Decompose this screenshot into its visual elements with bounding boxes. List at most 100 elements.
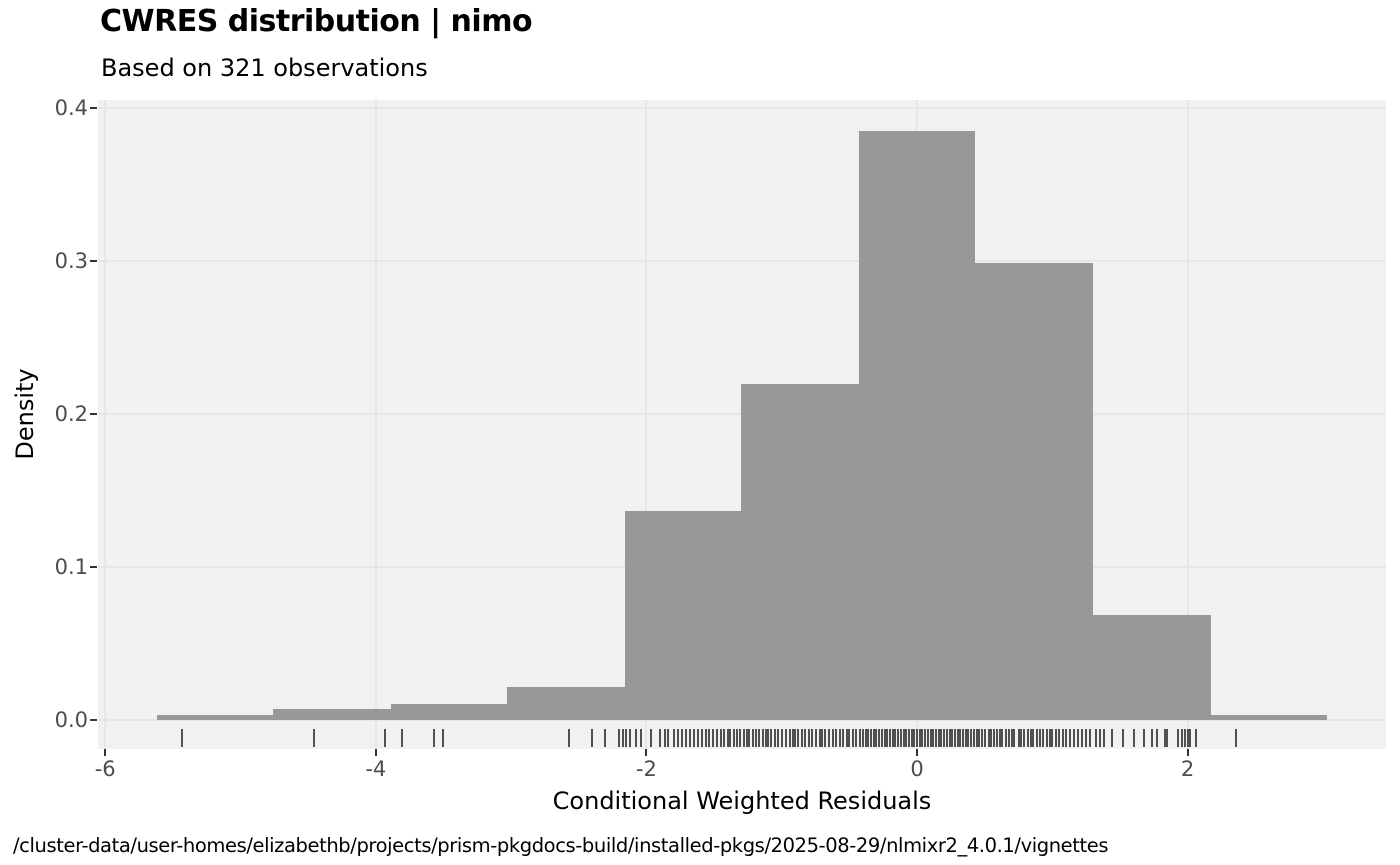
histogram-bar [273, 709, 391, 720]
x-axis-tick-label: -6 [94, 757, 116, 781]
rug-tick [845, 729, 848, 747]
rug-tick [821, 729, 824, 747]
rug-tick [978, 729, 981, 747]
major-gridline-y [98, 719, 1386, 721]
rug-tick [841, 729, 844, 747]
rug-tick [684, 729, 687, 747]
rug-tick [791, 729, 794, 747]
rug-tick [926, 729, 929, 747]
rug-tick [943, 729, 946, 747]
rug-tick [897, 729, 900, 747]
rug-tick [894, 729, 897, 747]
rug-tick [696, 729, 699, 747]
y-axis-tick-label: 0.4 [54, 96, 88, 120]
rug-tick [924, 729, 927, 747]
rug-tick [801, 729, 803, 747]
footer-file-path: /cluster-data/user-homes/elizabethb/proj… [13, 834, 1109, 857]
rug-tick [807, 729, 810, 747]
rug-tick [591, 729, 594, 747]
rug-tick [983, 729, 986, 747]
x-axis-tick-mark [645, 749, 648, 756]
rug-tick [1045, 729, 1048, 747]
rug-tick [951, 729, 954, 747]
rug-tick [967, 729, 970, 747]
y-axis-tick-mark [90, 413, 97, 415]
rug-tick [181, 729, 184, 747]
rug-tick [726, 729, 729, 747]
x-axis-tick-label: 0 [910, 757, 924, 781]
rug-tick [715, 729, 718, 747]
rug-tick [972, 729, 975, 747]
rug-tick [688, 729, 691, 747]
histogram-bar [1092, 615, 1211, 720]
rug-tick [1051, 729, 1054, 747]
x-axis-tick-label: -2 [635, 757, 657, 781]
rug-tick [1081, 729, 1084, 747]
y-axis-tick-mark [90, 260, 97, 262]
rug-tick [886, 729, 889, 747]
major-gridline-x [645, 100, 648, 749]
rug-tick [704, 729, 707, 747]
chart-subtitle: Based on 321 observations [101, 54, 428, 82]
rug-tick [814, 729, 817, 747]
rug-tick [929, 729, 932, 747]
rug-tick [776, 729, 779, 747]
rug-tick [832, 729, 835, 747]
rug-tick [707, 729, 710, 747]
rug-tick [767, 729, 770, 747]
rug-tick [1048, 729, 1051, 747]
rug-tick [1181, 729, 1184, 747]
rug-tick [312, 729, 315, 747]
rug-tick [888, 729, 891, 747]
rug-tick [745, 729, 748, 747]
rug-tick [852, 729, 855, 747]
rug-tick [1039, 729, 1042, 747]
rug-tick [803, 729, 806, 747]
rug-tick [1186, 729, 1189, 747]
rug-tick [953, 729, 956, 747]
rug-tick [828, 729, 831, 747]
histogram-bar [858, 130, 976, 720]
major-gridline-y [98, 107, 1386, 109]
x-axis-tick-mark [104, 749, 107, 756]
rug-tick [1005, 729, 1008, 747]
rug-tick [757, 729, 760, 747]
major-gridline-y [98, 260, 1386, 262]
rug-tick [711, 729, 714, 747]
y-axis-tick-mark [90, 719, 97, 721]
rug-tick [1102, 729, 1105, 747]
rug-tick [1098, 729, 1101, 747]
rug-tick [1110, 729, 1113, 747]
rug-tick [748, 729, 751, 747]
rug-tick [878, 729, 881, 747]
x-axis-tick-label: -4 [365, 757, 387, 781]
rug-tick [838, 729, 841, 747]
rug-tick [980, 729, 983, 747]
rug-tick [603, 729, 606, 747]
rug-tick [916, 729, 918, 747]
rug-tick [761, 729, 764, 747]
rug-tick [1166, 729, 1169, 747]
x-axis-tick-mark [1186, 749, 1189, 756]
rug-tick [1055, 729, 1058, 747]
rug-tick [993, 729, 996, 747]
rug-tick [649, 729, 652, 747]
rug-tick [956, 729, 959, 747]
rug-tick [1036, 729, 1039, 747]
histogram-bar [624, 510, 742, 720]
rug-tick [1022, 729, 1025, 747]
rug-tick [1001, 729, 1004, 747]
rug-tick [658, 729, 661, 747]
rug-tick [752, 729, 755, 747]
rug-tick [883, 729, 886, 747]
rug-tick [1008, 729, 1010, 747]
rug-tick [736, 729, 739, 747]
rug-tick [1032, 729, 1035, 747]
rug-tick [945, 729, 948, 747]
rug-tick [667, 729, 669, 747]
rug-tick [1068, 729, 1071, 747]
rug-tick [937, 729, 940, 747]
rug-tick [719, 729, 722, 747]
rug-tick [940, 729, 943, 747]
rug-tick [755, 729, 757, 747]
